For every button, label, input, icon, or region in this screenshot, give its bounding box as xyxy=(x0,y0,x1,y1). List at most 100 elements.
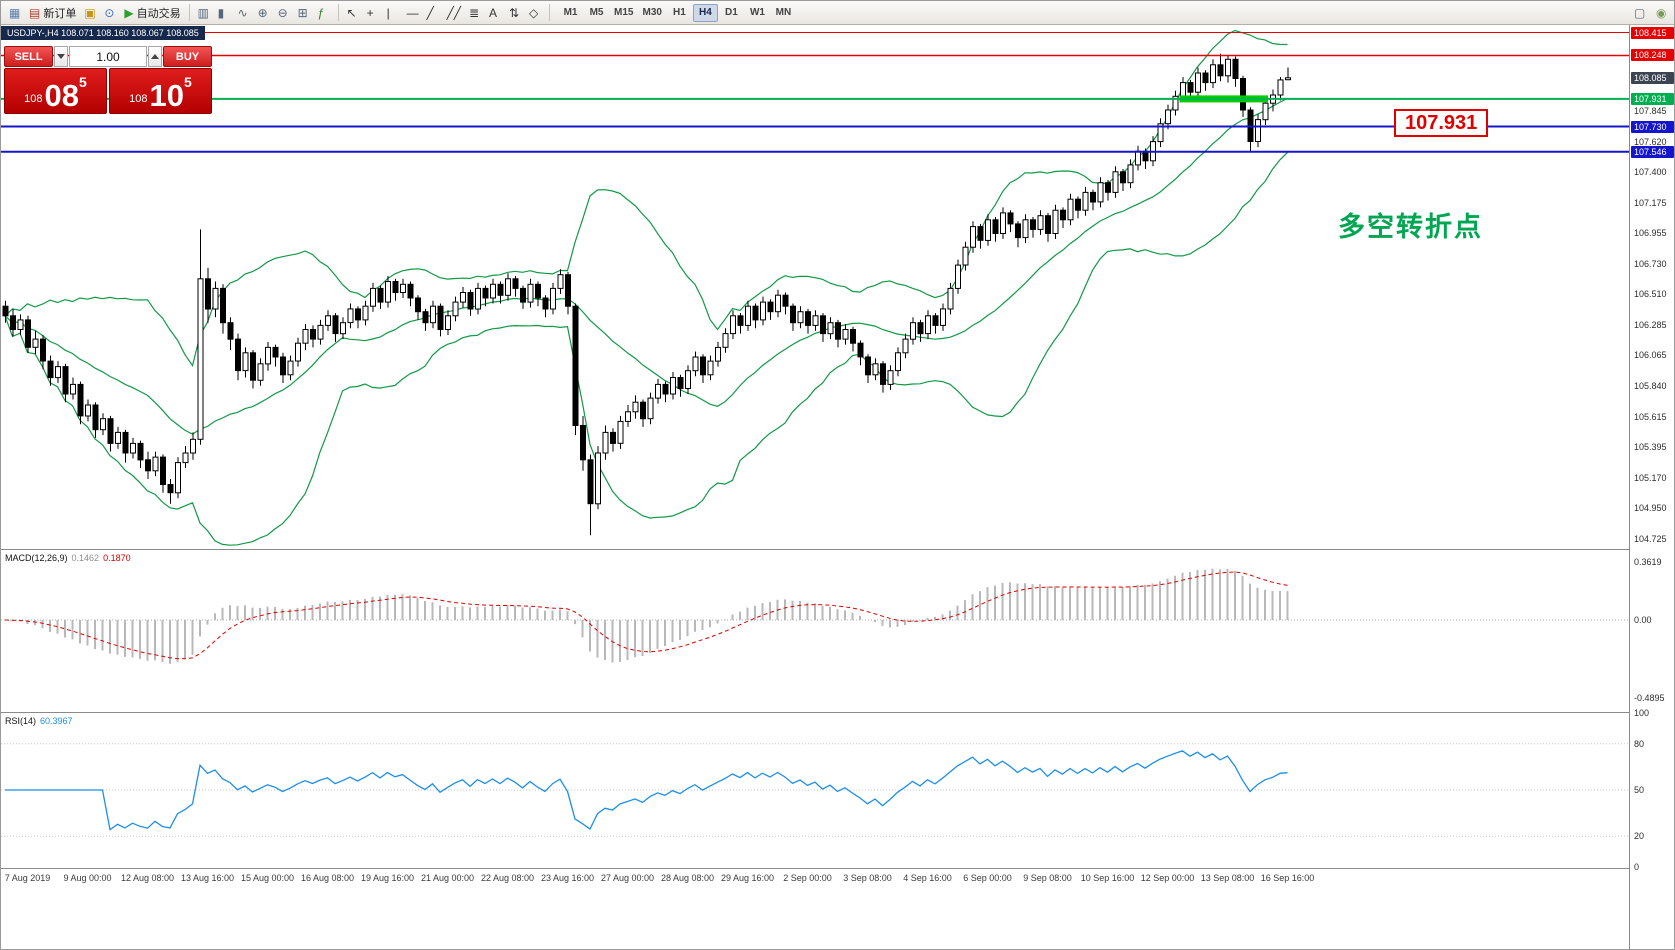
tile-windows-button[interactable]: ⊞ xyxy=(294,3,314,23)
timeframe-w1-button[interactable]: W1 xyxy=(745,4,770,22)
crosshair-tool-button[interactable]: + xyxy=(363,3,383,23)
shapes-tool-button[interactable]: ◇ xyxy=(525,3,545,23)
time-axis-label: 9 Sep 08:00 xyxy=(1023,873,1072,883)
rsi-canvas[interactable] xyxy=(1,713,1629,868)
price-tick-label: 106.065 xyxy=(1634,349,1667,360)
candlestick-mode-icon: ▮ xyxy=(217,5,225,20)
main-chart-panel[interactable]: USDJPY-,H4 108.071 108.160 108.067 108.0… xyxy=(1,25,1629,549)
timeframe-d1-button[interactable]: D1 xyxy=(719,4,744,22)
toolbar-separator xyxy=(188,4,190,21)
timeframe-m5-button[interactable]: M5 xyxy=(584,4,609,22)
volume-decrease-button[interactable] xyxy=(54,46,68,67)
price-level-badge: 108.415 xyxy=(1631,26,1674,39)
rsi-axis-label: 80 xyxy=(1634,738,1645,749)
rsi-label: RSI(14) 60.3967 xyxy=(5,716,73,726)
channel-tool-button[interactable]: ╱╱ xyxy=(443,3,465,23)
profiles-button[interactable]: ▣ xyxy=(80,3,100,23)
time-axis-label: 16 Sep 16:00 xyxy=(1260,873,1315,883)
text-tool-icon: A xyxy=(489,5,498,20)
autotrading-button[interactable]: ▶ 自动交易 xyxy=(120,3,184,23)
rsi-line xyxy=(5,750,1288,831)
market-watch-button[interactable]: ⊙ xyxy=(100,3,120,23)
timeframe-h4-button[interactable]: H4 xyxy=(692,3,718,22)
time-axis-label: 22 Aug 08:00 xyxy=(480,873,535,883)
cursor-tool-icon: ↖ xyxy=(346,5,357,20)
zoom-in-button[interactable]: ⊕ xyxy=(254,3,274,23)
timeframe-m1-button[interactable]: M1 xyxy=(558,4,583,22)
macd-panel[interactable]: MACD(12,26,9) 0.1462 0.1870 xyxy=(1,549,1629,712)
volume-increase-button[interactable] xyxy=(148,46,162,67)
timeframe-mn-button[interactable]: MN xyxy=(771,4,796,22)
profiles-icon: ▣ xyxy=(84,5,96,20)
zoom-out-button[interactable]: ⊖ xyxy=(274,3,294,23)
cursor-tool-button[interactable]: ↖ xyxy=(343,3,363,23)
timeframe-h1-button[interactable]: H1 xyxy=(667,4,692,22)
sell-price-prefix: 108 xyxy=(24,93,43,105)
line-chart-mode-icon: ∿ xyxy=(237,5,248,20)
volume-input[interactable] xyxy=(69,46,147,67)
autotrading-icon: ▶ xyxy=(124,5,134,20)
macd-axis-label: 0.3619 xyxy=(1634,557,1662,568)
rsi-panel[interactable]: RSI(14) 60.3967 xyxy=(1,712,1629,868)
macd-name: MACD(12,26,9) xyxy=(5,553,68,563)
timeframe-m30-button[interactable]: M30 xyxy=(638,4,665,22)
zoom-in-icon: ⊕ xyxy=(257,5,268,20)
time-axis[interactable]: 7 Aug 2019 9 Aug 00:00 12 Aug 08:00 13 Aug … xyxy=(1,868,1629,949)
sell-price-sup: 5 xyxy=(79,74,87,90)
time-axis-label: 3 Sep 08:00 xyxy=(843,873,892,883)
trendline-tool-button[interactable]: ╱ xyxy=(423,3,443,23)
vertical-line-tool-button[interactable]: | xyxy=(383,3,403,23)
price-level-badge: 108.248 xyxy=(1631,49,1674,62)
window-layout-button[interactable]: ▢ xyxy=(1630,3,1650,23)
shapes-tool-icon: ◇ xyxy=(529,5,539,20)
chart-annotation-text: 多空转折点 xyxy=(1338,212,1483,242)
buy-price-sup: 5 xyxy=(184,74,192,90)
candlestick-mode-button[interactable]: ▮ xyxy=(214,3,234,23)
price-tick-label: 107.175 xyxy=(1634,197,1667,208)
time-axis-label: 4 Sep 16:00 xyxy=(903,873,952,883)
time-axis-label: 9 Aug 00:00 xyxy=(63,873,112,883)
time-axis-label: 12 Sep 00:00 xyxy=(1140,873,1195,883)
price-chart-canvas[interactable] xyxy=(1,25,1629,549)
rsi-axis-label: 50 xyxy=(1634,785,1645,795)
price-tick-label: 104.950 xyxy=(1634,502,1667,513)
sell-price-button[interactable]: 108 08 5 xyxy=(4,68,107,114)
price-tick-label: 105.840 xyxy=(1634,380,1667,391)
new-chart-button[interactable]: ▦ xyxy=(5,3,25,23)
trendline-tool-icon: ╱ xyxy=(426,5,434,20)
buy-button[interactable]: BUY xyxy=(163,46,212,67)
autotrading-label: 自动交易 xyxy=(136,7,181,20)
new-order-button[interactable]: ▤ 新订单 xyxy=(25,3,80,23)
line-chart-mode-button[interactable]: ∿ xyxy=(234,3,254,23)
text-tool-button[interactable]: A xyxy=(485,3,505,23)
horizontal-line-tool-button[interactable]: — xyxy=(403,3,423,23)
time-axis-label: 27 Aug 00:00 xyxy=(600,873,655,883)
price-tick-label: 107.620 xyxy=(1634,136,1667,147)
fibonacci-tool-button[interactable]: ≣ xyxy=(465,3,485,23)
bar-chart-mode-button[interactable]: ▥ xyxy=(194,3,214,23)
help-button[interactable]: ◉ xyxy=(1652,3,1672,23)
arrows-tool-button[interactable]: ⇅ xyxy=(505,3,525,23)
chart-info-bar: USDJPY-,H4 108.071 108.160 108.067 108.0… xyxy=(1,26,205,40)
toolbar-separator xyxy=(549,4,551,21)
price-level-badge: 107.546 xyxy=(1631,145,1674,158)
buy-price-button[interactable]: 108 10 5 xyxy=(109,68,212,114)
macd-canvas[interactable] xyxy=(1,550,1629,712)
sell-button[interactable]: SELL xyxy=(4,46,53,67)
market-watch-icon: ⊙ xyxy=(104,5,115,20)
time-axis-label: 2 Sep 00:00 xyxy=(783,873,832,883)
macd-signal-line xyxy=(4,571,1288,660)
price-axis-column[interactable]: 107.845 107.620 107.400 107.175 106.955 106.7… xyxy=(1629,25,1674,949)
buy-price-prefix: 108 xyxy=(129,93,148,105)
timeframe-m15-button[interactable]: M15 xyxy=(610,4,637,22)
time-axis-label: 15 Aug 00:00 xyxy=(240,873,295,883)
indicators-button[interactable]: ƒ xyxy=(314,3,334,23)
price-tick-label: 106.730 xyxy=(1634,258,1667,269)
fibonacci-tool-icon: ≣ xyxy=(469,5,480,20)
help-icon: ◉ xyxy=(1656,5,1667,20)
sell-price-big: 08 xyxy=(44,77,80,113)
price-tick-label: 107.845 xyxy=(1634,105,1667,116)
new-chart-icon: ▦ xyxy=(9,5,21,20)
horizontal-level-lines[interactable] xyxy=(1,32,1629,153)
